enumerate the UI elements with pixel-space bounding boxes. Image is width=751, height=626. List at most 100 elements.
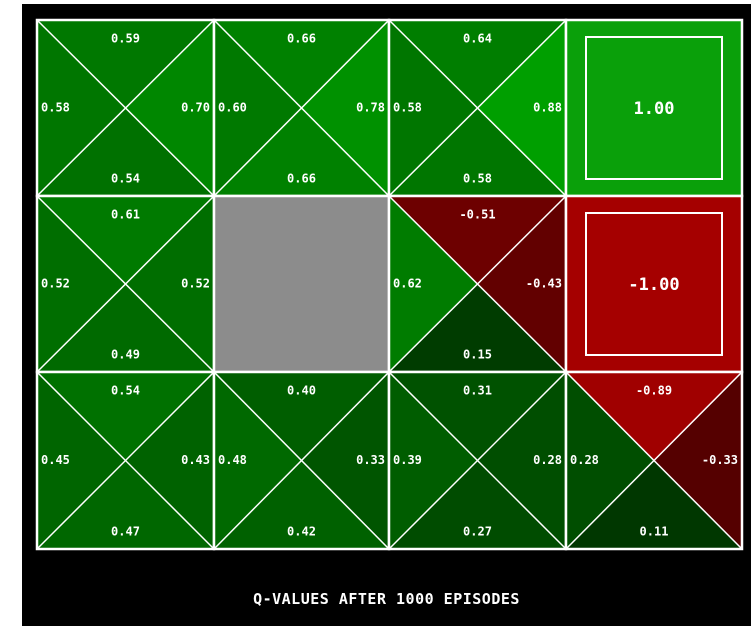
grid-cell: 0.59 0.54 0.58 0.70 — [35, 18, 216, 198]
south-action-triangle — [389, 108, 566, 196]
grid-cell: 0.66 0.66 0.60 0.78 — [212, 18, 391, 198]
wall-block — [214, 196, 389, 372]
q-value-north: -0.51 — [459, 208, 495, 222]
south-action-triangle — [37, 108, 214, 196]
q-value-south: 0.58 — [463, 172, 492, 186]
q-value-west: 0.39 — [393, 453, 422, 467]
q-value-north: 0.59 — [111, 32, 140, 46]
q-value-east: 0.43 — [181, 453, 210, 467]
q-value-north: 0.64 — [463, 32, 492, 46]
south-action-triangle — [389, 284, 566, 372]
terminal-value: -1.00 — [628, 275, 679, 295]
north-action-triangle — [566, 372, 742, 461]
east-action-triangle — [301, 20, 389, 196]
terminal-cell: -1.00 — [564, 194, 744, 374]
south-action-triangle — [214, 460, 389, 549]
north-action-triangle — [389, 20, 566, 108]
q-value-north: 0.40 — [287, 384, 316, 398]
q-value-south: 0.49 — [111, 348, 140, 362]
south-action-triangle — [389, 460, 566, 549]
q-value-west: 0.52 — [41, 277, 70, 291]
q-value-east: 0.52 — [181, 277, 210, 291]
east-action-triangle — [654, 372, 742, 549]
south-action-triangle — [37, 460, 214, 549]
west-action-triangle — [389, 20, 478, 196]
terminal-inner-box — [585, 36, 723, 180]
q-value-east: 0.33 — [356, 453, 385, 467]
cell-diagonal — [213, 371, 390, 550]
cell-diagonal — [388, 371, 567, 550]
grid-cell: 0.64 0.58 0.58 0.88 — [387, 18, 568, 198]
north-action-triangle — [389, 372, 566, 461]
q-value-east: -0.33 — [702, 453, 738, 467]
q-value-west: 0.28 — [570, 453, 599, 467]
east-action-triangle — [477, 196, 566, 372]
south-action-triangle — [37, 284, 214, 372]
q-value-south: 0.27 — [463, 525, 492, 539]
q-value-north: 0.61 — [111, 208, 140, 222]
west-action-triangle — [389, 196, 478, 372]
q-value-east: -0.43 — [526, 277, 562, 291]
q-value-south: 0.42 — [287, 525, 316, 539]
east-action-triangle — [125, 196, 214, 372]
q-value-east: 0.78 — [356, 101, 385, 115]
q-value-south: 0.54 — [111, 172, 140, 186]
west-action-triangle — [566, 372, 654, 549]
q-value-west: 0.48 — [218, 453, 247, 467]
q-value-south: 0.66 — [287, 172, 316, 186]
north-action-triangle — [37, 20, 214, 108]
cell-diagonal — [565, 371, 743, 550]
q-value-south: 0.11 — [640, 525, 669, 539]
caption: Q-VALUES AFTER 1000 EPISODES — [253, 590, 520, 608]
terminal-cell: 1.00 — [564, 18, 744, 198]
q-value-west: 0.58 — [41, 101, 70, 115]
q-value-south: 0.15 — [463, 348, 492, 362]
q-value-north: 0.66 — [287, 32, 316, 46]
cell-diagonal — [36, 195, 215, 373]
q-value-north: 0.54 — [111, 384, 140, 398]
terminal-fill — [566, 20, 742, 196]
cell-diagonal — [36, 19, 215, 197]
grid-cell: -0.51 0.15 0.62 -0.43 — [387, 194, 568, 374]
west-action-triangle — [214, 20, 302, 196]
grid-cell: -0.89 0.11 0.28 -0.33 — [564, 370, 744, 551]
grid-cell: 0.40 0.42 0.48 0.33 — [212, 370, 391, 551]
cell-diagonal — [388, 19, 567, 197]
north-action-triangle — [389, 196, 566, 284]
east-action-triangle — [477, 20, 566, 196]
cell-diagonal — [36, 371, 215, 550]
west-action-triangle — [389, 372, 478, 549]
east-action-triangle — [477, 372, 566, 549]
east-action-triangle — [125, 20, 214, 196]
north-action-triangle — [214, 20, 389, 108]
q-value-south: 0.47 — [111, 525, 140, 539]
q-value-east: 0.88 — [533, 101, 562, 115]
south-action-triangle — [214, 108, 389, 196]
east-action-triangle — [125, 372, 214, 549]
q-value-west: 0.62 — [393, 277, 422, 291]
terminal-value: 1.00 — [634, 99, 675, 119]
north-action-triangle — [214, 372, 389, 461]
north-action-triangle — [37, 196, 214, 284]
grid-cell: 0.31 0.27 0.39 0.28 — [387, 370, 568, 551]
cell-diagonal — [388, 195, 567, 373]
grid-cell: 0.61 0.49 0.52 0.52 — [35, 194, 216, 374]
q-value-north: -0.89 — [636, 384, 672, 398]
q-value-west: 0.45 — [41, 453, 70, 467]
north-action-triangle — [37, 372, 214, 461]
west-action-triangle — [214, 372, 302, 549]
q-value-west: 0.58 — [393, 101, 422, 115]
south-action-triangle — [566, 460, 742, 549]
east-action-triangle — [301, 372, 389, 549]
west-action-triangle — [37, 372, 126, 549]
q-value-west: 0.60 — [218, 101, 247, 115]
west-action-triangle — [37, 196, 126, 372]
q-value-north: 0.31 — [463, 384, 492, 398]
terminal-inner-box — [585, 212, 723, 356]
q-value-east: 0.28 — [533, 453, 562, 467]
west-action-triangle — [37, 20, 126, 196]
q-value-east: 0.70 — [181, 101, 210, 115]
wall-cell — [212, 194, 391, 374]
grid-cell: 0.54 0.47 0.45 0.43 — [35, 370, 216, 551]
